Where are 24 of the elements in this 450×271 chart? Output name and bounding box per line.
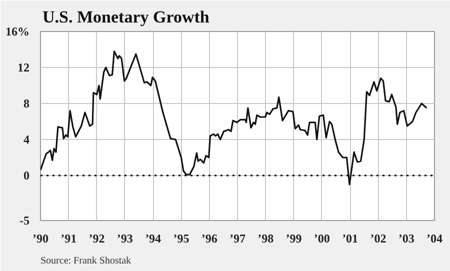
x-tick-label: ’03 xyxy=(398,232,414,246)
y-tick-label: 16% xyxy=(6,24,30,38)
x-tick-label: ’94 xyxy=(145,232,162,246)
x-tick-label: ’01 xyxy=(342,232,358,246)
x-tick-label: ’02 xyxy=(370,232,386,246)
line-series xyxy=(40,50,428,186)
x-tick-label: ’92 xyxy=(88,232,105,246)
x-tick-label: ’90 xyxy=(32,232,48,246)
y-tick-label: 0 xyxy=(24,168,30,182)
x-tick-label: ’99 xyxy=(286,232,302,246)
y-tick-label: 4 xyxy=(24,132,30,146)
y-tick-label: 8 xyxy=(24,96,30,110)
x-tick-label: ’96 xyxy=(201,232,218,246)
x-tick-label: ’93 xyxy=(116,232,133,246)
x-tick-label: ’95 xyxy=(173,232,190,246)
source-note: Source: Frank Shostak xyxy=(40,256,132,266)
y-tick-label: -5 xyxy=(20,214,30,228)
x-tick-label: ’97 xyxy=(230,232,246,246)
x-tick-label: ’91 xyxy=(60,232,77,246)
x-tick-label: ’00 xyxy=(314,232,330,246)
x-tick-label: ’04 xyxy=(426,232,442,246)
y-tick-label: 12 xyxy=(18,60,30,74)
chart-title: U.S. Monetary Growth xyxy=(42,8,210,26)
x-tick-label: ’98 xyxy=(258,232,274,246)
